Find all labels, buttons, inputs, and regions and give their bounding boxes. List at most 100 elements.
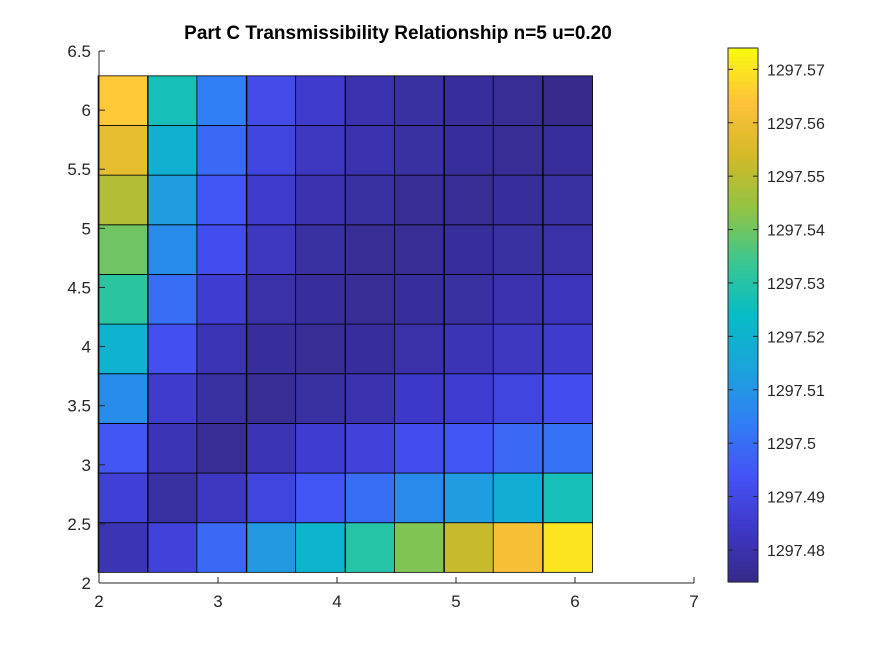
heatmap-cell: [295, 274, 346, 325]
heatmap-cell: [246, 125, 297, 176]
colorbar-tick-label: 1297.48: [767, 543, 825, 560]
colorbar-segment: [728, 406, 758, 412]
colorbar-segment: [728, 327, 758, 333]
colorbar-segment: [728, 60, 758, 66]
heatmap-cell: [246, 522, 297, 573]
x-tick-label: 4: [332, 592, 341, 611]
colorbar-segment: [728, 298, 758, 304]
heatmap-cell: [394, 174, 445, 226]
heatmap-cell: [97, 274, 148, 325]
colorbar-segment: [728, 173, 758, 178]
heatmap-cell: [147, 174, 198, 226]
colorbar-segment: [728, 256, 758, 262]
colorbar-segment: [728, 148, 758, 153]
colorbar-segment: [728, 210, 758, 216]
axes: 2 3 4 5 6 7 2 2.5 3 3.5 4 4.5 5 5.5 6 6.5: [67, 42, 698, 611]
y-tick-label: 4: [82, 338, 91, 357]
colorbar-segment: [728, 48, 758, 53]
x-tick-label: 5: [451, 592, 460, 611]
heatmap-cell: [97, 75, 148, 126]
colorbar-segment: [728, 352, 758, 358]
heatmap-cell: [246, 224, 297, 275]
heatmap-cell: [394, 422, 445, 474]
colorbar-segment: [728, 369, 758, 374]
x-tick-label: 7: [689, 592, 698, 611]
heatmap-cell: [97, 522, 148, 573]
colorbar-segment: [728, 494, 758, 500]
heatmap-cell: [147, 472, 198, 524]
heatmap-cell: [345, 224, 396, 275]
colorbar-segment: [728, 189, 758, 195]
heatmap-cell: [345, 373, 396, 424]
colorbar-segment: [728, 448, 758, 454]
colorbar-segment: [728, 81, 758, 87]
heatmap-cell: [97, 125, 148, 176]
heatmap-cell: [246, 472, 297, 524]
colorbar-segment: [728, 227, 758, 233]
colorbar-segment: [728, 85, 758, 91]
colorbar-segment: [728, 177, 758, 183]
heatmap-cell: [345, 323, 396, 375]
chart-title: Part C Transmissibility Relationship n=5…: [184, 23, 612, 44]
colorbar-segment: [728, 77, 758, 82]
colorbar-segment: [728, 52, 758, 57]
y-tick-label: 3.5: [67, 397, 91, 416]
colorbar-segment: [728, 340, 758, 345]
colorbar-segment: [728, 552, 758, 558]
x-tick-label: 2: [94, 592, 103, 611]
heatmap-cell: [147, 274, 198, 325]
colorbar-segment: [728, 548, 758, 554]
heatmap-cell: [345, 174, 396, 226]
colorbar-segment: [728, 306, 758, 312]
colorbar-segment: [728, 344, 758, 349]
colorbar-segment: [728, 73, 758, 78]
colorbar-tick-label: 1297.49: [767, 490, 825, 507]
colorbar: 1297.48 1297.49 1297.5 1297.51 1297.52 1297.5…: [727, 47, 825, 583]
heatmap-cell: [394, 125, 445, 176]
colorbar-segment: [728, 269, 758, 274]
colorbar-tick-label: 1297.57: [767, 62, 825, 79]
heatmap-cell: [97, 472, 148, 524]
colorbar-tick-label: 1297.55: [767, 169, 825, 186]
colorbar-segment: [728, 64, 758, 70]
colorbar-segment: [728, 365, 758, 370]
colorbar-segment: [728, 536, 758, 541]
heatmap-cell: [295, 422, 346, 474]
colorbar-segment: [728, 511, 758, 516]
colorbar-segment: [728, 423, 758, 429]
colorbar-segment: [728, 89, 758, 95]
colorbar-segment: [728, 219, 758, 224]
colorbar-segment: [728, 106, 758, 112]
colorbar-segment: [728, 202, 758, 208]
heatmap-cell: [345, 75, 396, 126]
heatmap-cell: [542, 472, 593, 524]
heatmap-cell: [246, 373, 297, 424]
colorbar-segment: [728, 498, 758, 504]
heatmap-cell: [97, 373, 148, 424]
heatmap-cell: [295, 75, 346, 126]
colorbar-segment: [728, 390, 758, 395]
colorbar-segment: [728, 477, 758, 483]
heatmap-cell: [443, 75, 495, 126]
colorbar-segment: [728, 231, 758, 237]
heatmap-cell: [542, 522, 593, 573]
colorbar-segment: [728, 556, 758, 562]
heatmap-cell: [492, 75, 543, 126]
colorbar-segment: [728, 331, 758, 337]
colorbar-segment: [728, 515, 758, 521]
colorbar-tick-label: 1297.5: [767, 436, 816, 453]
colorbar-frame: [727, 47, 759, 583]
heatmap-cell: [443, 522, 495, 573]
colorbar-segment: [728, 506, 758, 512]
heatmap-cell: [542, 75, 593, 126]
colorbar-segment: [728, 264, 758, 270]
colorbar-segment: [728, 139, 758, 145]
y-tick-label: 5: [82, 219, 91, 238]
colorbar-segment: [728, 373, 758, 379]
colorbar-segment: [728, 198, 758, 203]
heatmap-cell: [295, 224, 346, 275]
heatmap-cell: [196, 75, 247, 126]
colorbar-segment: [728, 277, 758, 283]
colorbar-segment: [728, 461, 758, 466]
heatmap-cells: [97, 75, 593, 573]
